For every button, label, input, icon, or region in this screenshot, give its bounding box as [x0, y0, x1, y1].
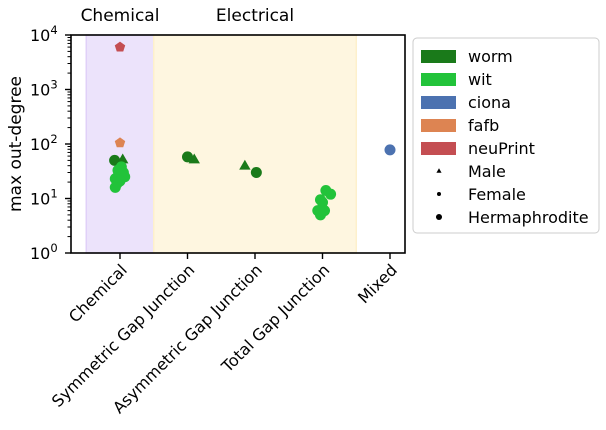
- y-tick-label: 104: [30, 23, 58, 45]
- legend-box: [412, 37, 600, 234]
- data-point-wit: [314, 209, 326, 221]
- y-tick-label: 101: [30, 187, 58, 209]
- legend-label: Male: [468, 162, 506, 181]
- legend-label: wit: [468, 70, 492, 89]
- x-tick-label: Symmetric Gap Junction: [48, 260, 198, 410]
- region-labels: Chemical Electrical: [81, 6, 295, 26]
- data-point-worm: [250, 166, 262, 178]
- data-point-worm: [117, 153, 129, 164]
- y-axis-label: max out-degree: [6, 76, 26, 212]
- legend-label: Hermaphrodite: [468, 208, 589, 227]
- legend-label: Female: [468, 185, 526, 204]
- legend-label: neuPrint: [468, 139, 535, 158]
- data-point-wit: [109, 181, 121, 193]
- shaded-regions: [85, 34, 357, 254]
- region-label: Chemical: [81, 6, 160, 26]
- legend-marker-hermaphrodite: [435, 213, 443, 221]
- data-point-worm: [239, 159, 251, 170]
- region-label: Electrical: [216, 6, 294, 26]
- data-point-ciona: [384, 144, 396, 156]
- y-tick-label: 103: [30, 78, 58, 100]
- data-point-fafb: [114, 137, 126, 148]
- data-point-worm: [182, 151, 193, 163]
- legend: worm wit ciona fafb neuPrint Male Female Hermap…: [412, 37, 600, 234]
- x-tick-label: Mixed: [354, 260, 401, 307]
- y-tick-label: 100: [30, 241, 58, 263]
- data-points: [109, 41, 396, 221]
- legend-swatch: [421, 73, 456, 86]
- legend-label: worm: [468, 47, 513, 66]
- legend-label: fafb: [468, 116, 499, 135]
- data-point-neuprint: [114, 41, 126, 52]
- data-point-wit: [325, 188, 337, 200]
- legend-marker-female: [437, 192, 441, 196]
- data-point-worm: [188, 153, 200, 164]
- legend-swatch: [421, 119, 456, 132]
- region-electrical: [153, 34, 357, 254]
- legend-swatch: [421, 50, 456, 63]
- data-point-wit: [317, 196, 328, 208]
- y-tick-label: 102: [30, 132, 58, 154]
- y-axis: 100 101 102 103 104: [30, 23, 71, 263]
- legend-swatch: [421, 96, 456, 109]
- legend-marker-male: [436, 168, 442, 173]
- legend-swatch: [421, 142, 456, 155]
- x-tick-label: Chemical: [65, 260, 131, 326]
- legend-label: ciona: [468, 93, 511, 112]
